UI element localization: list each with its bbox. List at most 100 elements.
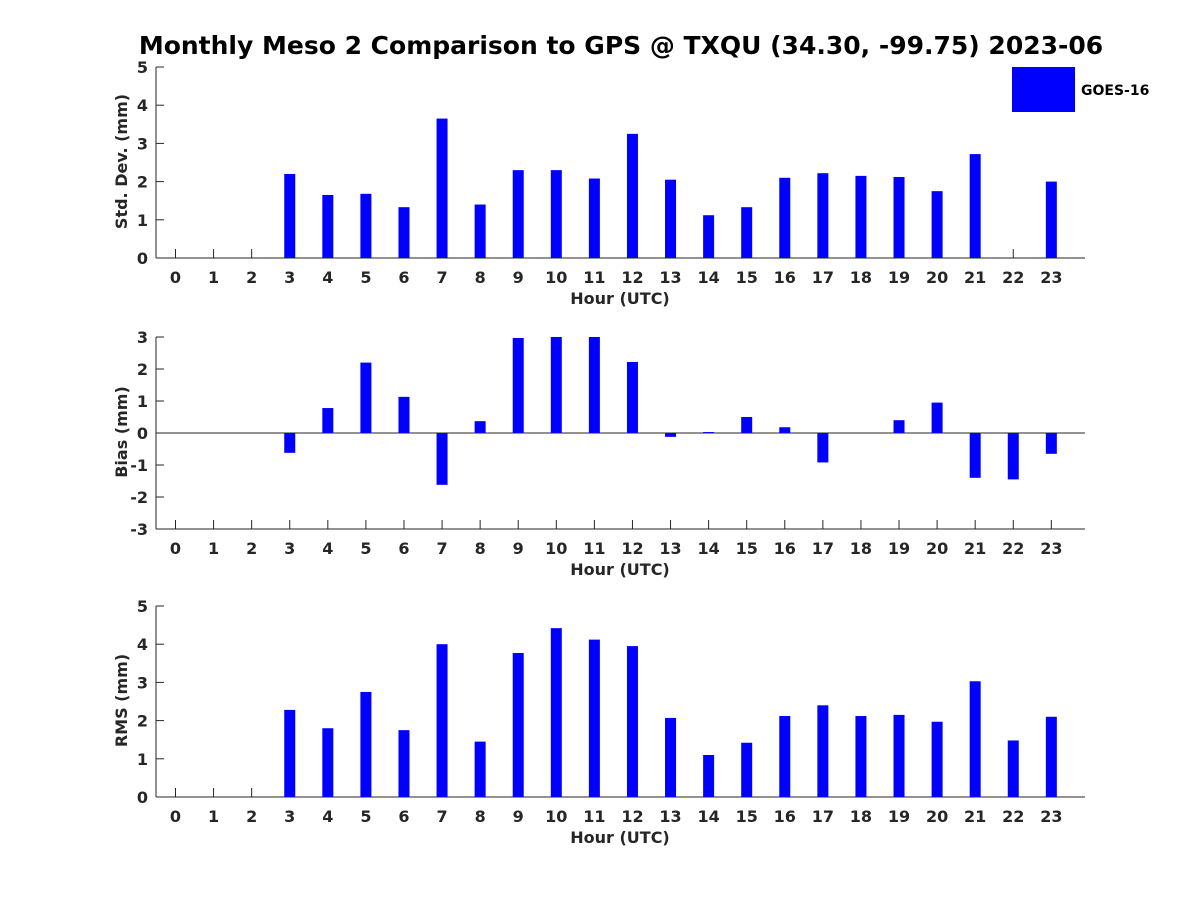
bar-hour-20 [931, 191, 943, 258]
x-tick-label: 21 [964, 807, 986, 826]
bar-hour-10 [550, 337, 562, 433]
x-tick-label: 10 [545, 268, 567, 287]
bar-hour-9 [512, 652, 524, 797]
y-axis-label: Std. Dev. (mm) [112, 94, 131, 229]
chart-title: Monthly Meso 2 Comparison to GPS @ TXQU … [139, 31, 1103, 60]
x-tick-label: 11 [583, 268, 605, 287]
x-tick-label: 17 [812, 268, 834, 287]
y-tick-label: 2 [137, 712, 148, 731]
x-tick-label: 23 [1040, 539, 1062, 558]
bar-hour-23 [1045, 716, 1057, 797]
x-tick-label: 1 [208, 807, 219, 826]
y-tick-label: 0 [137, 424, 148, 443]
bar-hour-9 [512, 337, 524, 433]
x-tick-label: 16 [774, 539, 796, 558]
bar-hour-4 [322, 194, 334, 258]
x-tick-label: 9 [513, 268, 524, 287]
bar-hour-13 [665, 179, 677, 258]
bar-hour-23 [1045, 181, 1057, 258]
bar-hour-16 [779, 177, 791, 258]
x-tick-label: 2 [246, 268, 257, 287]
bar-hour-15 [741, 207, 753, 258]
bar-hour-19 [893, 420, 905, 433]
bar-hour-20 [931, 402, 943, 433]
x-tick-label: 19 [888, 807, 910, 826]
x-tick-label: 10 [545, 807, 567, 826]
x-tick-label: 6 [398, 268, 409, 287]
x-tick-label: 4 [322, 539, 333, 558]
y-tick-label: 1 [137, 392, 148, 411]
bar-hour-19 [893, 177, 905, 258]
bar-hour-12 [626, 133, 638, 258]
y-tick-label: 4 [137, 635, 148, 654]
x-axis-label: Hour (UTC) [570, 560, 670, 579]
x-axis-label: Hour (UTC) [570, 289, 670, 308]
y-tick-label: 3 [137, 673, 148, 692]
x-tick-label: 4 [322, 268, 333, 287]
x-tick-label: 0 [170, 807, 181, 826]
x-tick-label: 18 [850, 268, 872, 287]
y-tick-label: 2 [137, 173, 148, 192]
x-tick-label: 15 [736, 268, 758, 287]
x-axis-label: Hour (UTC) [570, 828, 670, 847]
x-tick-label: 12 [621, 807, 643, 826]
y-tick-label: 4 [137, 96, 148, 115]
x-tick-label: 17 [812, 807, 834, 826]
x-tick-label: 8 [475, 268, 486, 287]
x-tick-label: 14 [697, 807, 719, 826]
bar-hour-11 [588, 639, 600, 797]
y-tick-label: 0 [137, 249, 148, 268]
bar-hour-21 [969, 433, 981, 478]
bar-hour-13 [665, 433, 677, 437]
bar-hour-14 [703, 432, 715, 434]
bar-hour-8 [474, 204, 486, 258]
x-tick-label: 10 [545, 539, 567, 558]
bar-hour-15 [741, 417, 753, 433]
bar-hour-6 [398, 730, 410, 797]
x-tick-label: 22 [1002, 539, 1024, 558]
bar-hour-8 [474, 741, 486, 797]
bar-hour-8 [474, 421, 486, 433]
bar-hour-16 [779, 716, 791, 797]
x-tick-label: 12 [621, 539, 643, 558]
bar-hour-7 [436, 433, 448, 485]
y-tick-label: 1 [137, 211, 148, 230]
x-tick-label: 19 [888, 539, 910, 558]
x-tick-label: 0 [170, 268, 181, 287]
bar-hour-20 [931, 721, 943, 797]
bar-hour-15 [741, 742, 753, 797]
bar-hour-22 [1007, 740, 1019, 797]
x-tick-label: 15 [736, 539, 758, 558]
x-tick-label: 14 [697, 539, 719, 558]
x-tick-label: 3 [284, 268, 295, 287]
bar-hour-11 [588, 178, 600, 258]
x-tick-label: 3 [284, 807, 295, 826]
x-tick-label: 7 [436, 268, 447, 287]
y-tick-label: 3 [137, 134, 148, 153]
x-tick-label: 16 [774, 268, 796, 287]
bar-hour-17 [817, 433, 829, 463]
bar-hour-6 [398, 207, 410, 258]
x-tick-label: 11 [583, 539, 605, 558]
x-tick-label: 23 [1040, 268, 1062, 287]
bar-hour-3 [284, 433, 296, 453]
legend-swatch [1012, 67, 1075, 112]
bar-hour-21 [969, 681, 981, 797]
x-tick-label: 18 [850, 539, 872, 558]
bar-hour-19 [893, 714, 905, 797]
bar-hour-5 [360, 362, 372, 433]
bar-hour-7 [436, 118, 448, 258]
x-tick-label: 5 [360, 807, 371, 826]
bar-hour-5 [360, 193, 372, 258]
bar-hour-21 [969, 154, 981, 258]
x-tick-label: 9 [513, 539, 524, 558]
bar-hour-14 [703, 754, 715, 797]
x-tick-label: 9 [513, 807, 524, 826]
x-tick-label: 19 [888, 268, 910, 287]
y-axis-label: Bias (mm) [112, 386, 131, 478]
y-tick-label: 1 [137, 750, 148, 769]
legend-label: GOES-16 [1081, 83, 1149, 99]
